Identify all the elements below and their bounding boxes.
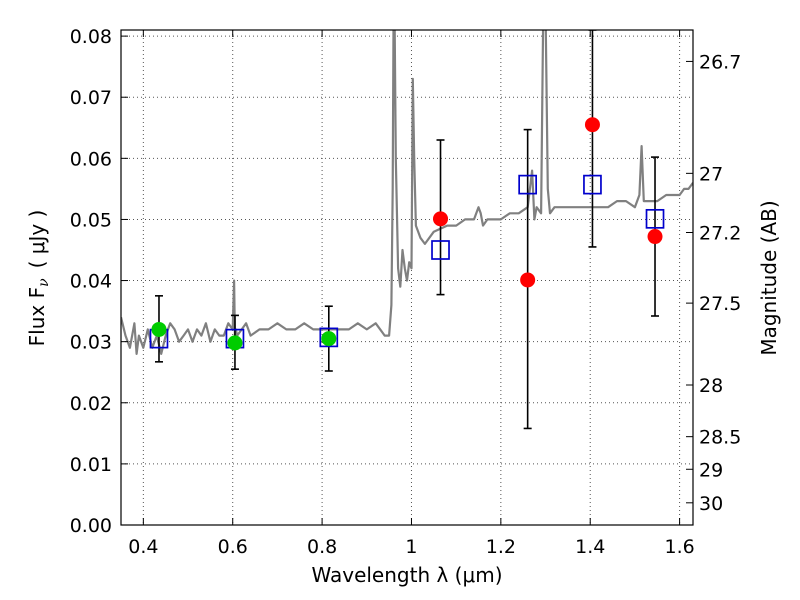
- y2-axis-title: Magnitude (AB): [757, 200, 781, 355]
- y-axis-title-unit: ( μJy ): [25, 210, 49, 269]
- x-tick-label: 1: [405, 536, 417, 558]
- y-axis-title: Flux Fν ( μJy ): [25, 210, 52, 347]
- tick-layer: 0.4 0.6 0.8 1 1.2 1.4 1.6 0.00 0.01 0.02 0.03 0.04 0…: [70, 26, 742, 558]
- svg-text:Flux Fν( μJy ): Flux Fν ( μJy ): [25, 210, 52, 347]
- model-photometry-point: [518, 174, 538, 195]
- nir-detections-point: [520, 272, 536, 288]
- nir-detections-point: [647, 229, 663, 245]
- x-tick-label: 1.4: [575, 536, 605, 558]
- x-axis-title: Wavelength λ (μm): [311, 563, 502, 587]
- plot-frame: [120, 29, 694, 526]
- y-tick-label: 0.01: [70, 454, 112, 476]
- optical-detections-point: [227, 335, 243, 351]
- nir-detections-point: [433, 211, 449, 227]
- model-photometry-point: [645, 208, 665, 229]
- model-photometry-point: [431, 240, 450, 260]
- y-tick-label: 0.06: [70, 148, 112, 170]
- y2-tick-label: 28: [699, 375, 723, 397]
- model-photometry-point: [319, 327, 339, 348]
- x-tick-label: 0.8: [307, 536, 337, 558]
- x-tick-label: 1.6: [664, 536, 694, 558]
- y-tick-label: 0.08: [70, 26, 112, 48]
- y2-tick-label: 27.5: [699, 293, 741, 315]
- y-axis-title-sub: ν: [36, 278, 52, 287]
- y2-tick-label: 27: [699, 163, 723, 185]
- x-tick-label: 1.2: [486, 536, 516, 558]
- y-tick-label: 0.02: [70, 393, 112, 415]
- x-tick-label: 0.4: [128, 536, 158, 558]
- y2-tick-label: 26.7: [699, 51, 741, 73]
- y2-tick-label: 30: [699, 493, 723, 515]
- nir-detections-point: [584, 117, 600, 133]
- y2-tick-label: 28.5: [699, 427, 741, 449]
- spectrum-line: [121, 30, 693, 355]
- x-tick-label: 0.6: [218, 536, 248, 558]
- y-tick-label: 0.00: [70, 515, 112, 537]
- y-tick-label: 0.04: [70, 271, 112, 293]
- marker-layer: [149, 117, 665, 351]
- y-tick-label: 0.07: [70, 87, 112, 109]
- y-axis-title-main: Flux F: [25, 287, 49, 346]
- spectrum-layer: [121, 30, 693, 355]
- optical-detections-point: [321, 331, 337, 347]
- optical-detections-point: [151, 321, 167, 337]
- model-photometry-point: [583, 174, 602, 195]
- y2-tick-label: 27.2: [699, 223, 741, 245]
- y2-tick-label: 29: [699, 459, 723, 481]
- y-tick-label: 0.05: [70, 209, 112, 231]
- svg-text:Magnitude (AB): Magnitude (AB): [757, 200, 781, 355]
- y-tick-label: 0.03: [70, 332, 112, 354]
